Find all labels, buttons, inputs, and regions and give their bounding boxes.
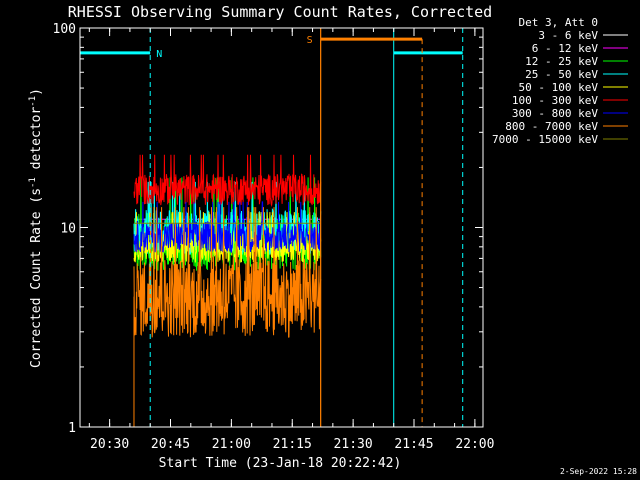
x-tick-label: 21:45 [394, 437, 433, 452]
legend-header: Det 3, Att 0 [519, 16, 598, 29]
x-tick-label: 22:00 [455, 437, 494, 452]
y-tick-label: 100 [53, 22, 76, 37]
y-axis-label-main: Corrected Count Rate (s [29, 188, 44, 368]
saa-marker-label: S [307, 35, 313, 46]
legend-label: 50 - 100 keV [519, 81, 599, 94]
axes: 20:30 20:45 21:00 21:15 21:30 21:45 22:00 1 10 10… [53, 22, 495, 452]
y-tick-label: 10 [60, 222, 76, 237]
chart-title: RHESSI Observing Summary Count Rates, Co… [68, 3, 492, 21]
legend-label: 12 - 25 keV [525, 55, 598, 68]
legend-label: 6 - 12 keV [532, 42, 599, 55]
legend-label: 7000 - 15000 keV [492, 133, 598, 146]
x-axis-label: Start Time (23-Jan-18 20:22:42) [159, 456, 402, 471]
observing-markers: NS [79, 28, 464, 427]
legend-label: 300 - 800 keV [512, 107, 598, 120]
x-tick-label: 21:30 [334, 437, 373, 452]
y-axis-label-sup1: -1 [28, 177, 38, 188]
legend-label: 3 - 6 keV [538, 29, 598, 42]
x-tick-label: 20:45 [151, 437, 190, 452]
date-stamp: 2-Sep-2022 15:28 [560, 467, 637, 476]
x-tick-label: 21:00 [212, 437, 251, 452]
legend-label: 25 - 50 keV [525, 68, 598, 81]
y-axis-label: Corrected Count Rate (s-1 detector-1) [28, 88, 44, 368]
legend-label: 800 - 7000 keV [505, 120, 598, 133]
legend-label: 100 - 300 keV [512, 94, 598, 107]
night-marker-label: N [156, 49, 162, 60]
y-axis-label-end: ) [29, 88, 44, 96]
series-line [133, 154, 322, 208]
y-axis-label-mid: detector [29, 107, 44, 178]
series-line [133, 201, 321, 254]
series-line [133, 207, 322, 338]
x-tick-label: 21:15 [273, 437, 312, 452]
y-axis-label-sup2: -1 [28, 96, 38, 107]
y-tick-label: 1 [68, 421, 76, 436]
x-tick-label: 20:30 [90, 437, 129, 452]
